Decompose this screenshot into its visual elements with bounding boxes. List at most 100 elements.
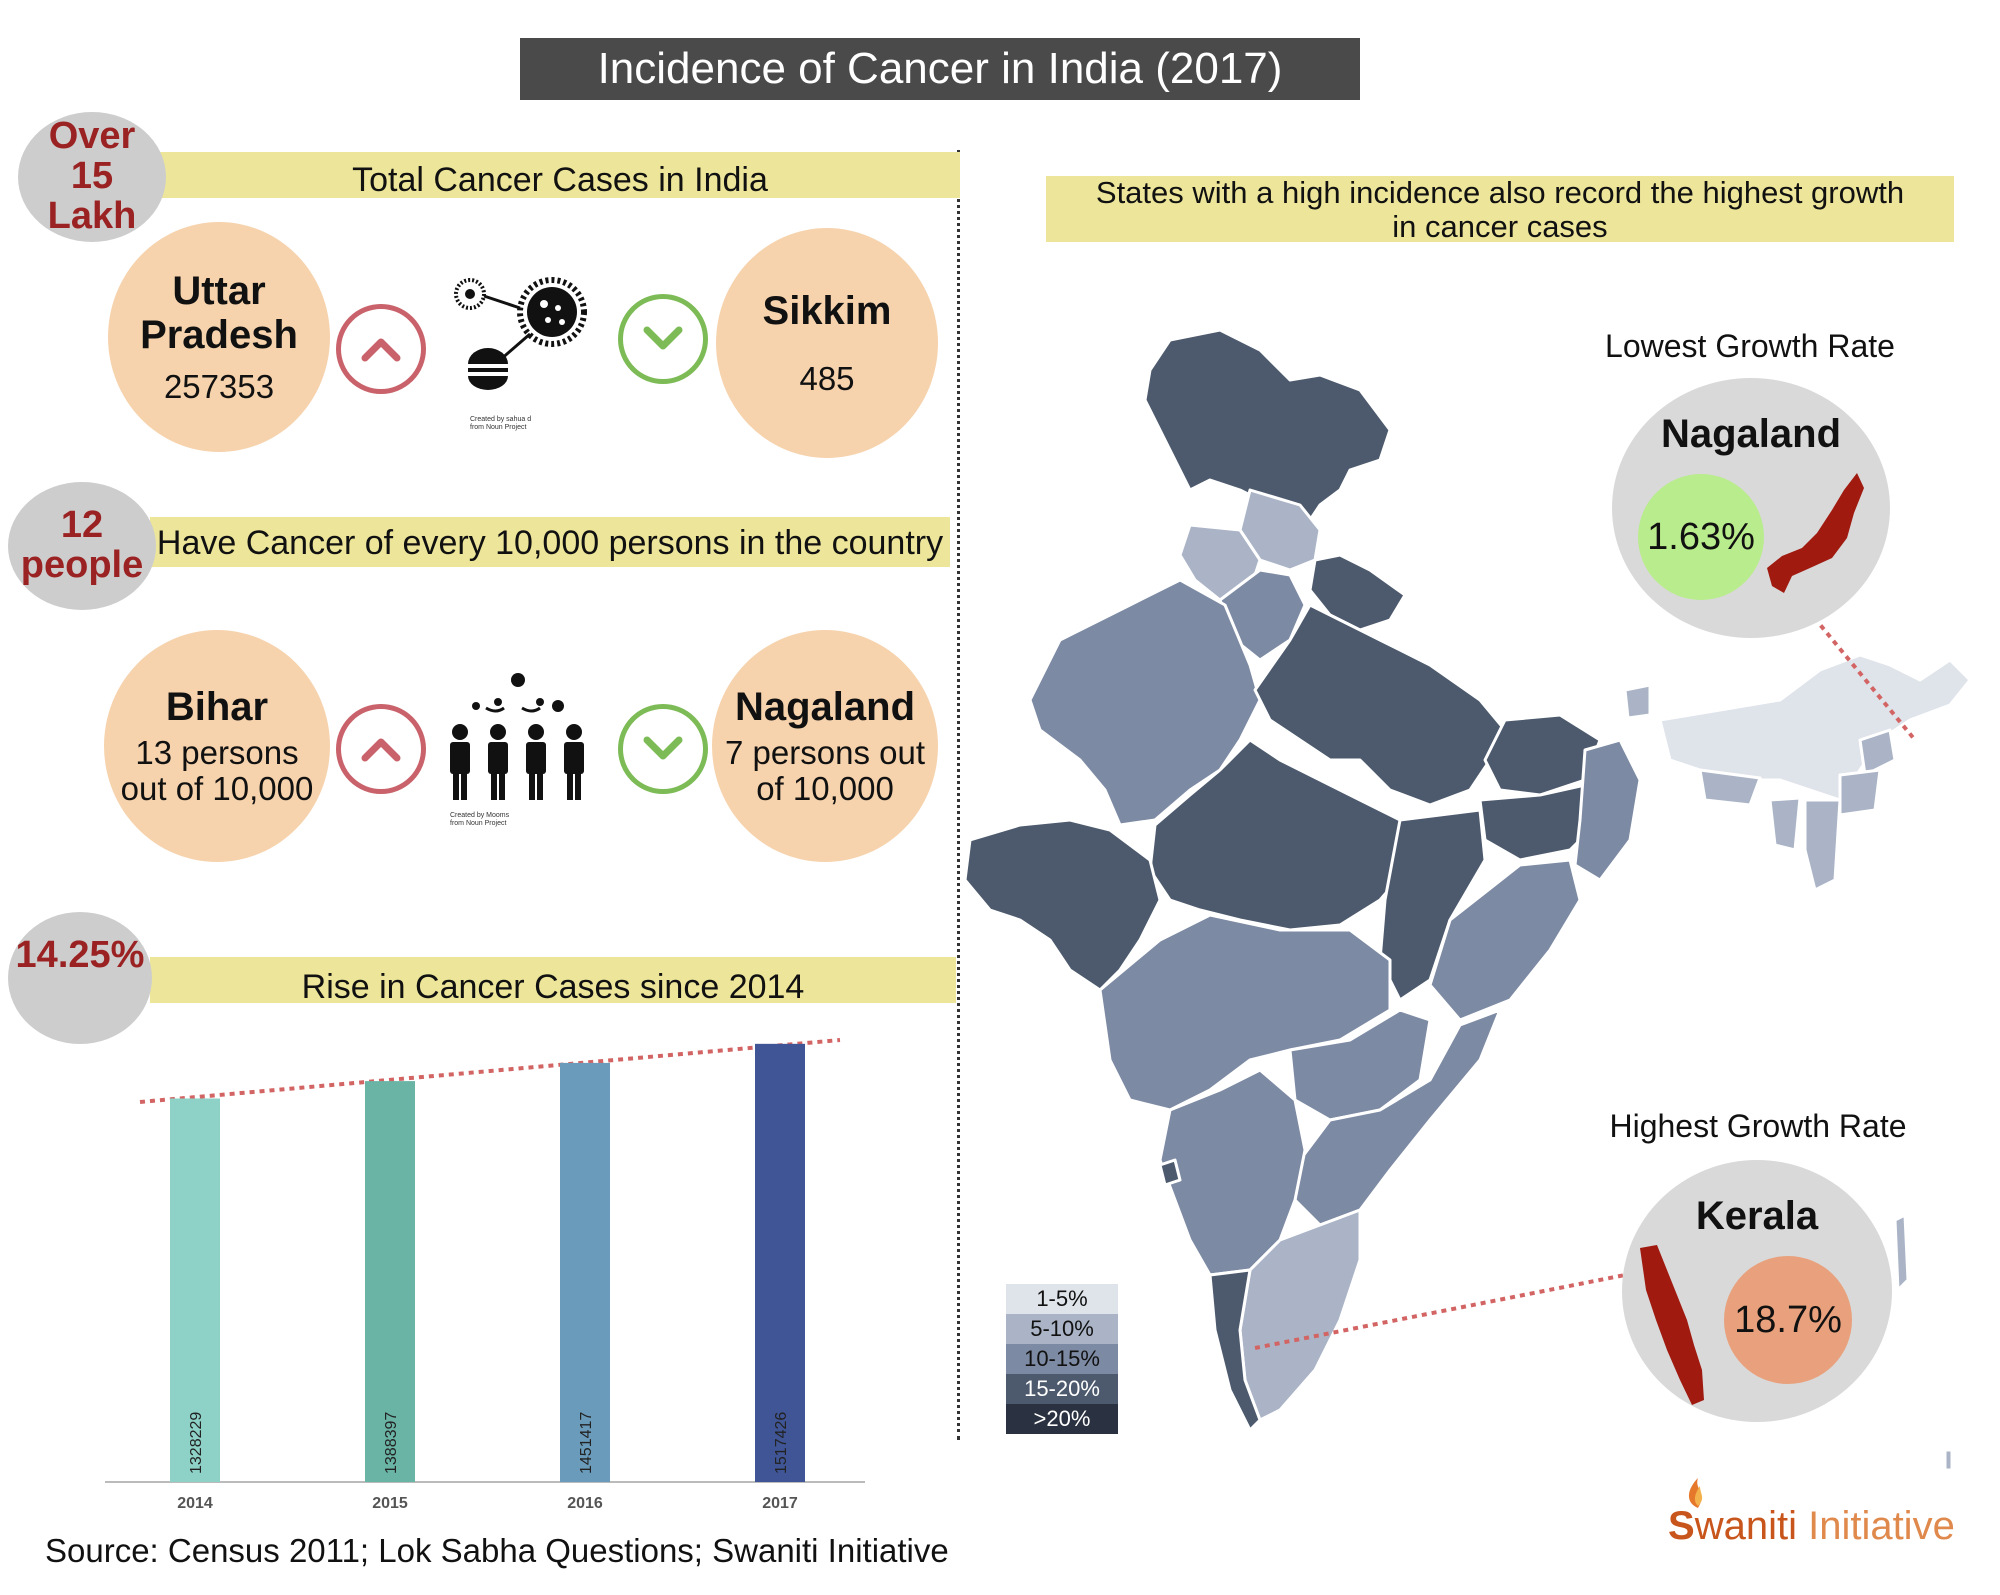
bar-category-label: 2014 [177,1495,213,1512]
lowest-growth-state: Nagaland [1660,412,1842,456]
flame-icon [1688,1478,1703,1508]
state-value-line2: out of 10,000 [120,770,314,807]
bar-2017 [755,1043,805,1482]
kerala-callout-line [1254,1273,1626,1350]
state-value: 257353 [163,367,275,405]
bar-value-label: 1388397 [383,1412,400,1474]
state-value-line1: 7 persons out [725,733,925,771]
virus-icon [452,268,602,428]
bar-category-label: 2016 [567,1495,603,1512]
credit-line-1: Created by Mooms [450,812,510,819]
map-region-gujarat [963,818,1162,992]
kerala-shape-icon [1640,1245,1704,1405]
india-growth-map [963,328,1972,1472]
map-region-nagaland [1858,728,1897,777]
source-note: Source: Census 2011; Lok Sabha Questions… [45,1532,949,1569]
state-name: Bihar [165,684,269,729]
rise-badge: 14.25% [8,912,152,1044]
rise-badge-value: 14.25% [15,934,145,977]
highest-growth-value: 18.7% [1724,1256,1852,1384]
highest-growth-callout: Kerala 18.7% [1622,1160,1892,1422]
map-region-jammu-kashmir [1143,328,1392,522]
state-value: 485 [799,359,855,397]
up-arrow-icon [336,304,426,394]
map-heading-line1: States with a high incidence also record… [1095,175,1905,210]
nagaland-shape-icon [1767,473,1864,593]
state-name-line2: Pradesh [140,312,298,357]
per-10000-band: Have Cancer of every 10,000 persons in t… [150,517,950,567]
map-region-rajasthan [1028,578,1262,827]
logo-text-waniti: waniti [1694,1504,1809,1548]
credit-line-2: from Noun Project [470,424,527,432]
map-region-tripura [1768,796,1802,852]
lowest-cases-state: Sikkim 485 [716,228,938,458]
map-region-meghalaya [1698,768,1762,807]
bar-2016 [560,1062,610,1482]
bar-2015 [365,1081,415,1482]
map-region-mizoram [1803,798,1842,892]
per-10000-label: Have Cancer of every 10,000 persons in t… [156,524,944,562]
rise-band: Rise in Cancer Cases since 2014 [150,957,956,1006]
map-heading-line2: in cancer cases [1392,209,1608,244]
down-arrow-icon [618,294,708,384]
map-region-maharashtra [1098,913,1392,1112]
map-region-nicobar [1943,1448,1954,1472]
trend-line [139,1038,841,1104]
highest-growth-label: Highest Growth Rate [1609,1108,1907,1144]
lowest-growth-value: 1.63% [1638,474,1764,600]
total-cases-badge: Over 15 Lakh [18,112,166,242]
bar-value-label: 1451417 [578,1412,595,1474]
badge-line-2: people [20,544,144,586]
lowest-growth-label: Lowest Growth Rate [1605,328,1895,364]
page-title: Incidence of Cancer in India (2017) [520,38,1360,100]
map-region-andaman [1893,1213,1910,1292]
map-region-uttar-pradesh [1253,603,1507,807]
bar-value-label: 1517426 [773,1412,790,1474]
map-region-telangana [1288,1008,1432,1122]
rise-label: Rise in Cancer Cases since 2014 [301,968,805,1006]
legend-item: 1-5% [1006,1284,1118,1314]
map-region-manipur [1838,768,1882,817]
lowest-growth-callout: Nagaland 1.63% [1612,378,1890,638]
map-region-odisha [1428,858,1582,1022]
map-region-west-bengal [1573,738,1642,882]
bar-value-label: 1328229 [188,1412,205,1474]
badge-line-2: 15 [70,155,114,198]
legend-item: 15-20% [1006,1374,1118,1404]
map-region-goa [1158,1158,1182,1187]
map-region-sikkim [1623,683,1652,720]
people-icon-credit: Created by Mooms from Noun Project [450,812,509,829]
virus-icon-credit: Created by sahua d from Noun Project [470,416,531,433]
bar-category-label: 2015 [372,1495,408,1512]
credit-line-1: Created by sahua d [470,416,532,423]
legend-item: >20% [1006,1404,1118,1434]
down-arrow-icon [618,704,708,794]
badge-line-1: Over [48,115,136,158]
badge-line-1: 12 [60,504,104,547]
map-region-uttarakhand [1308,553,1407,632]
nagaland-callout-line [1806,608,1917,742]
rise-bar-chart: 1328229 2014 1388397 2015 1451417 2016 1517426… [105,1038,865,1512]
section-divider [957,150,960,1440]
map-region-bihar [1483,713,1602,797]
state-value-line1: 13 persons [135,733,299,771]
total-cases-label: Total Cancer Cases in India [352,161,768,199]
people-group-icon [446,670,596,810]
map-region-kerala [1208,1268,1262,1432]
highest-rate-state: Bihar 13 persons out of 10,000 [104,630,330,862]
highest-growth-state: Kerala [1695,1194,1819,1238]
logo-text-initiative: Initiative [1808,1504,1955,1548]
bar-2014 [170,1098,220,1482]
state-name: Nagaland [734,684,916,729]
state-name-line1: Uttar [172,268,266,313]
legend-item: 5-10% [1006,1314,1118,1344]
state-value-line2: of 10,000 [756,770,894,807]
legend-item: 10-15% [1006,1344,1118,1374]
badge-line-3: Lakh [47,194,137,237]
bar-category-label: 2017 [762,1495,798,1512]
logo-text-s: S [1668,1504,1695,1548]
up-arrow-icon [336,704,426,794]
total-cases-band: Total Cancer Cases in India [160,152,960,199]
map-legend: 1-5% 5-10% 10-15% 15-20% >20% [1006,1284,1118,1434]
state-name: Sikkim [762,288,892,333]
